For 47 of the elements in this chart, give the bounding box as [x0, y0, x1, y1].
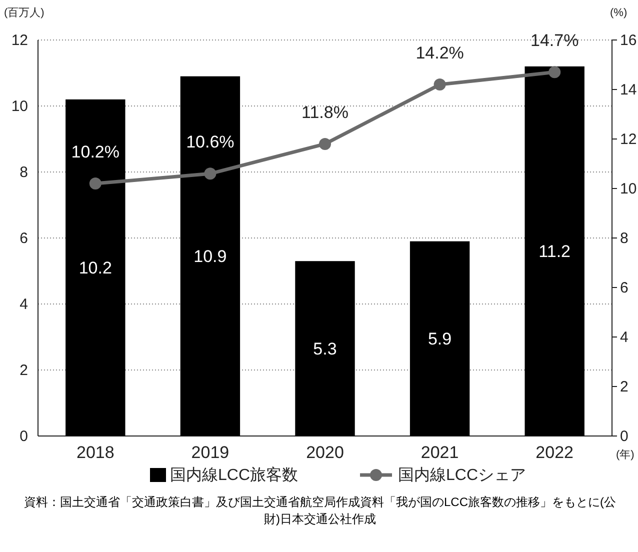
x-tick-label: 2020 — [306, 443, 344, 462]
y-tick-label: 2 — [20, 362, 28, 379]
y2-tick-label: 10 — [620, 180, 637, 198]
data-label: 10.2% — [71, 142, 120, 162]
y2-tick-label: 0 — [620, 428, 628, 445]
x-tick-label: 2022 — [536, 443, 574, 462]
data-label: 5.3 — [313, 340, 337, 359]
y2-tick-label: 12 — [620, 131, 637, 148]
data-label: 5.9 — [428, 330, 452, 349]
y-tick-label: 12 — [11, 32, 28, 49]
data-label: 11.8% — [302, 102, 348, 122]
text: 資料：国土交通省「交通政策白書」及び国土交通省航空局作成資料「我が国のLCC旅客数の推移」をもとに(公財)日本交通公社作成 — [22, 494, 617, 528]
x-tick-label: 2021 — [420, 443, 459, 462]
bar — [66, 99, 126, 436]
point — [89, 178, 102, 190]
data-label: 10.9 — [194, 247, 227, 266]
bar — [295, 261, 355, 436]
y2-tick-label: 6 — [620, 280, 628, 296]
y2-tick-label: 8 — [620, 230, 628, 247]
y2-axis-title: (%) — [610, 7, 628, 19]
point — [434, 78, 446, 91]
y2-tick-label: 14 — [620, 82, 637, 98]
y-tick-label: 10 — [11, 98, 28, 115]
y-tick-label: 0 — [20, 428, 28, 445]
data-label: 14.2% — [416, 44, 464, 63]
y-tick-label: 4 — [20, 296, 28, 313]
y-axis-title: (百万人) — [4, 7, 44, 19]
y-tick-label: 6 — [20, 230, 28, 247]
x-tick-label: 2019 — [191, 443, 230, 462]
y2-tick-label: 16 — [620, 32, 637, 49]
y2-tick-label: 4 — [620, 329, 628, 346]
bar — [410, 241, 470, 436]
bar — [180, 76, 240, 436]
data-label: 11.2 — [538, 242, 571, 262]
point — [204, 168, 216, 180]
point — [548, 66, 561, 78]
data-label: 14.7% — [530, 31, 579, 50]
y-tick-label: 8 — [20, 164, 28, 181]
legend-label: 国内線LCC旅客数 — [170, 466, 298, 484]
point — [319, 138, 331, 150]
y2-tick-label: 2 — [620, 378, 628, 396]
data-label: 10.2 — [78, 258, 112, 278]
x-axis-title: (年) — [616, 449, 634, 461]
legend-label: 国内線LCCシェア — [398, 466, 526, 484]
bar — [524, 66, 584, 436]
data-label: 10.6% — [186, 132, 234, 152]
x-tick-label: 2018 — [76, 443, 114, 462]
